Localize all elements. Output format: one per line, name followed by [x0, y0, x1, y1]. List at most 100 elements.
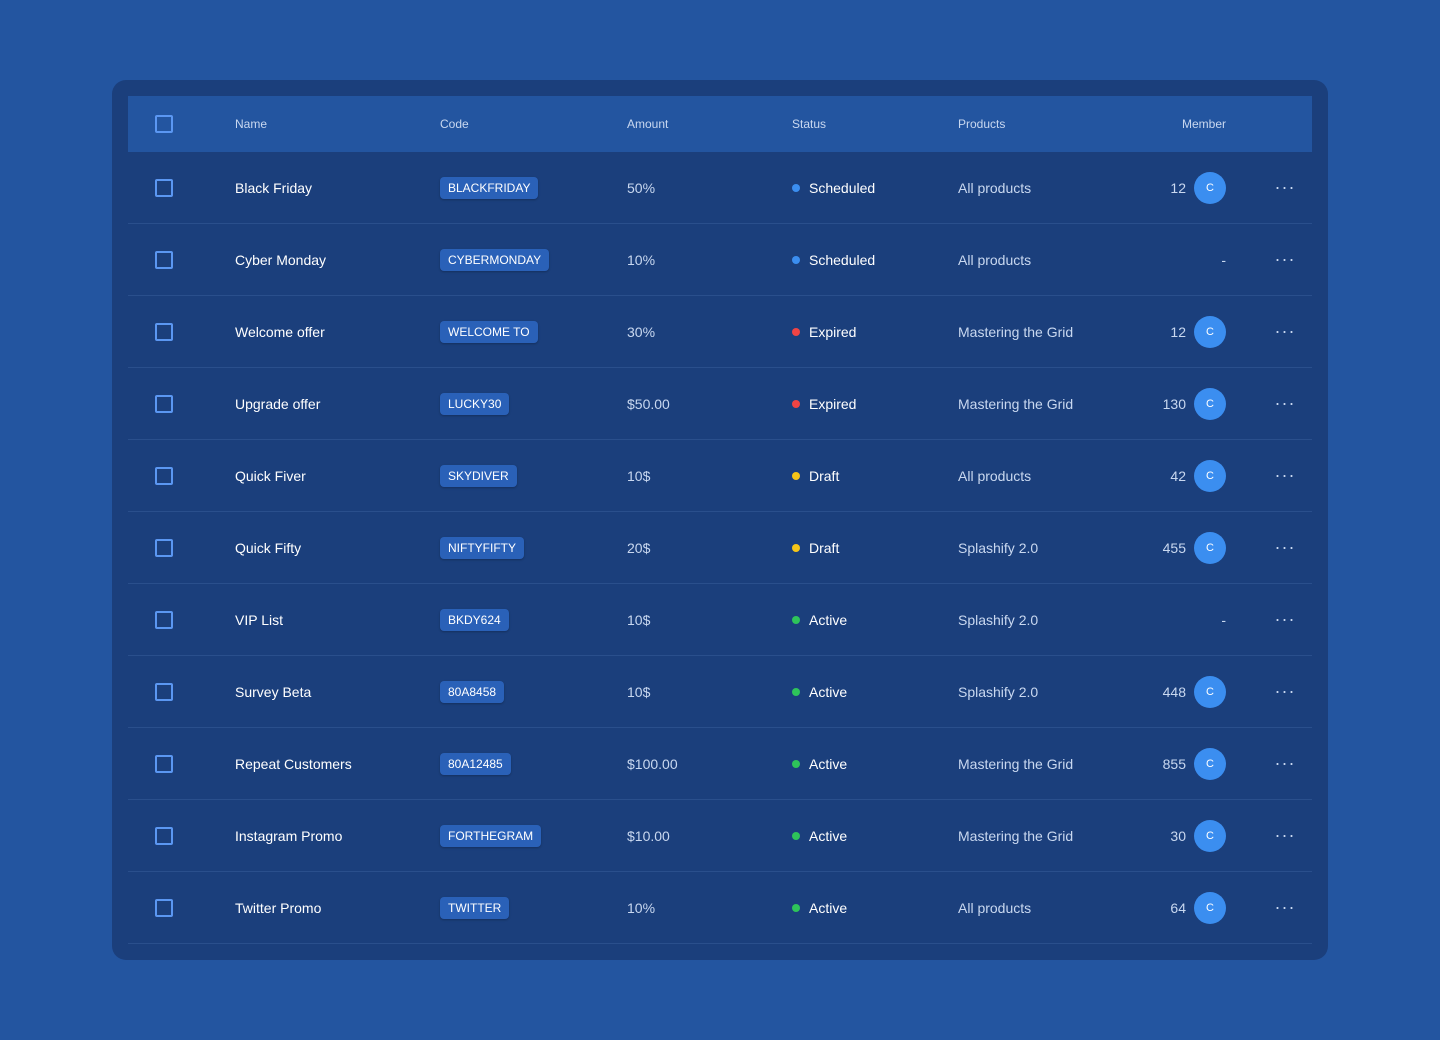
- row-select-cell: [155, 224, 173, 295]
- discount-name: Instagram Promo: [235, 827, 343, 844]
- amount-value: 50%: [627, 179, 656, 196]
- table-row[interactable]: Quick Fifty NIFTYFIFTY 20$ Draft Splashi…: [128, 512, 1312, 584]
- status-label: Active: [809, 683, 848, 700]
- row-checkbox[interactable]: [155, 394, 173, 413]
- row-checkbox[interactable]: [155, 898, 173, 917]
- row-checkbox[interactable]: [155, 466, 173, 485]
- table-row[interactable]: Cyber Monday CYBERMONDAY 10% Scheduled A…: [128, 224, 1312, 296]
- row-checkbox[interactable]: [155, 682, 173, 701]
- member-cell: 12 C: [1170, 296, 1226, 367]
- column-header-amount[interactable]: Amount: [627, 117, 669, 131]
- member-cell: 64 C: [1170, 872, 1226, 943]
- products-value: All products: [958, 179, 1032, 196]
- avatar[interactable]: C: [1194, 747, 1226, 780]
- row-checkbox[interactable]: [155, 754, 173, 773]
- discount-name: Twitter Promo: [235, 899, 322, 916]
- status-label: Active: [809, 611, 848, 628]
- column-header-status[interactable]: Status: [792, 117, 827, 131]
- more-horizontal-icon[interactable]: ···: [1274, 897, 1296, 917]
- more-horizontal-icon[interactable]: ···: [1274, 825, 1296, 845]
- code-cell: BKDY624: [440, 584, 509, 655]
- status-label: Draft: [809, 467, 840, 484]
- discounts-table-card: Name Code Amount Status Products Member …: [112, 80, 1328, 960]
- column-header-member[interactable]: Member: [1181, 117, 1226, 131]
- row-checkbox[interactable]: [155, 610, 173, 629]
- row-select-cell: [155, 800, 173, 871]
- more-horizontal-icon[interactable]: ···: [1274, 249, 1296, 269]
- table-row[interactable]: VIP List BKDY624 10$ Active Splashify 2.…: [128, 584, 1312, 656]
- amount-value: 10$: [627, 467, 651, 484]
- more-horizontal-icon[interactable]: ···: [1274, 753, 1296, 773]
- table-row[interactable]: Repeat Customers 80A12485 $100.00 Active…: [128, 728, 1312, 800]
- member-count: 855: [1162, 755, 1186, 772]
- row-checkbox[interactable]: [155, 178, 173, 197]
- products-value: Splashify 2.0: [958, 611, 1039, 628]
- code-badge: BKDY624: [440, 608, 509, 631]
- discount-name: Upgrade offer: [235, 395, 321, 412]
- row-checkbox[interactable]: [155, 826, 173, 845]
- more-horizontal-icon[interactable]: ···: [1274, 465, 1296, 485]
- avatar[interactable]: C: [1194, 531, 1226, 564]
- more-horizontal-icon[interactable]: ···: [1274, 537, 1296, 557]
- member-count: -: [1221, 611, 1226, 628]
- more-horizontal-icon[interactable]: ···: [1274, 177, 1296, 197]
- avatar[interactable]: C: [1194, 675, 1226, 708]
- member-count: -: [1221, 251, 1226, 268]
- products-value: All products: [958, 899, 1032, 916]
- avatar[interactable]: C: [1194, 459, 1226, 492]
- more-horizontal-icon[interactable]: ···: [1274, 609, 1296, 629]
- status-dot-icon: [792, 255, 800, 264]
- table-row[interactable]: Upgrade offer LUCKY30 $50.00 Expired Mas…: [128, 368, 1312, 440]
- row-checkbox[interactable]: [155, 250, 173, 269]
- member-count: 12: [1170, 179, 1186, 196]
- table-row[interactable]: Survey Beta 80A8458 10$ Active Splashify…: [128, 656, 1312, 728]
- column-header-name[interactable]: Name: [235, 117, 268, 131]
- avatar[interactable]: C: [1194, 315, 1226, 348]
- code-cell: 80A12485: [440, 728, 511, 799]
- row-checkbox[interactable]: [155, 322, 173, 341]
- more-horizontal-icon[interactable]: ···: [1274, 681, 1296, 701]
- table-row[interactable]: Quick Fiver SKYDIVER 10$ Draft All produ…: [128, 440, 1312, 512]
- more-horizontal-icon[interactable]: ···: [1274, 393, 1296, 413]
- table-row[interactable]: Black Friday BLACKFRIDAY 50% Scheduled A…: [128, 152, 1312, 224]
- more-horizontal-icon[interactable]: ···: [1274, 321, 1296, 341]
- status-cell: Draft: [792, 512, 839, 583]
- status-label: Active: [809, 827, 848, 844]
- status-cell: Active: [792, 800, 847, 871]
- row-select-cell: [155, 296, 173, 367]
- code-cell: WELCOME TO: [440, 296, 538, 367]
- status-dot-icon: [792, 831, 800, 840]
- status-label: Scheduled: [809, 251, 876, 268]
- status-dot-icon: [792, 327, 800, 336]
- column-header-products[interactable]: Products: [958, 117, 1006, 131]
- products-value: Mastering the Grid: [958, 395, 1074, 412]
- avatar[interactable]: C: [1194, 387, 1226, 420]
- status-cell: Scheduled: [792, 152, 875, 223]
- table-row[interactable]: Welcome offer WELCOME TO 30% Expired Mas…: [128, 296, 1312, 368]
- discount-name: Welcome offer: [235, 323, 325, 340]
- table-row[interactable]: Twitter Promo TWITTER 10% Active All pro…: [128, 872, 1312, 944]
- status-dot-icon: [792, 615, 800, 624]
- avatar[interactable]: C: [1194, 819, 1226, 852]
- table-row[interactable]: Instagram Promo FORTHEGRAM $10.00 Active…: [128, 800, 1312, 872]
- member-cell: 42 C: [1170, 440, 1226, 511]
- discount-name: Survey Beta: [235, 683, 312, 700]
- code-cell: NIFTYFIFTY: [440, 512, 524, 583]
- discount-name: VIP List: [235, 611, 283, 628]
- status-cell: Active: [792, 872, 847, 943]
- row-select-cell: [155, 512, 173, 583]
- table-header: Name Code Amount Status Products Member: [128, 96, 1312, 152]
- member-count: 12: [1170, 323, 1186, 340]
- member-count: 130: [1162, 395, 1186, 412]
- member-count: 448: [1162, 683, 1186, 700]
- select-all-checkbox[interactable]: [155, 115, 173, 133]
- code-badge: CYBERMONDAY: [440, 248, 550, 271]
- products-value: All products: [958, 467, 1032, 484]
- avatar[interactable]: C: [1194, 891, 1226, 924]
- status-cell: Active: [792, 656, 847, 727]
- discount-name: Repeat Customers: [235, 755, 352, 772]
- avatar[interactable]: C: [1194, 171, 1226, 204]
- status-cell: Draft: [792, 440, 839, 511]
- row-checkbox[interactable]: [155, 538, 173, 557]
- column-header-code[interactable]: Code: [440, 117, 469, 131]
